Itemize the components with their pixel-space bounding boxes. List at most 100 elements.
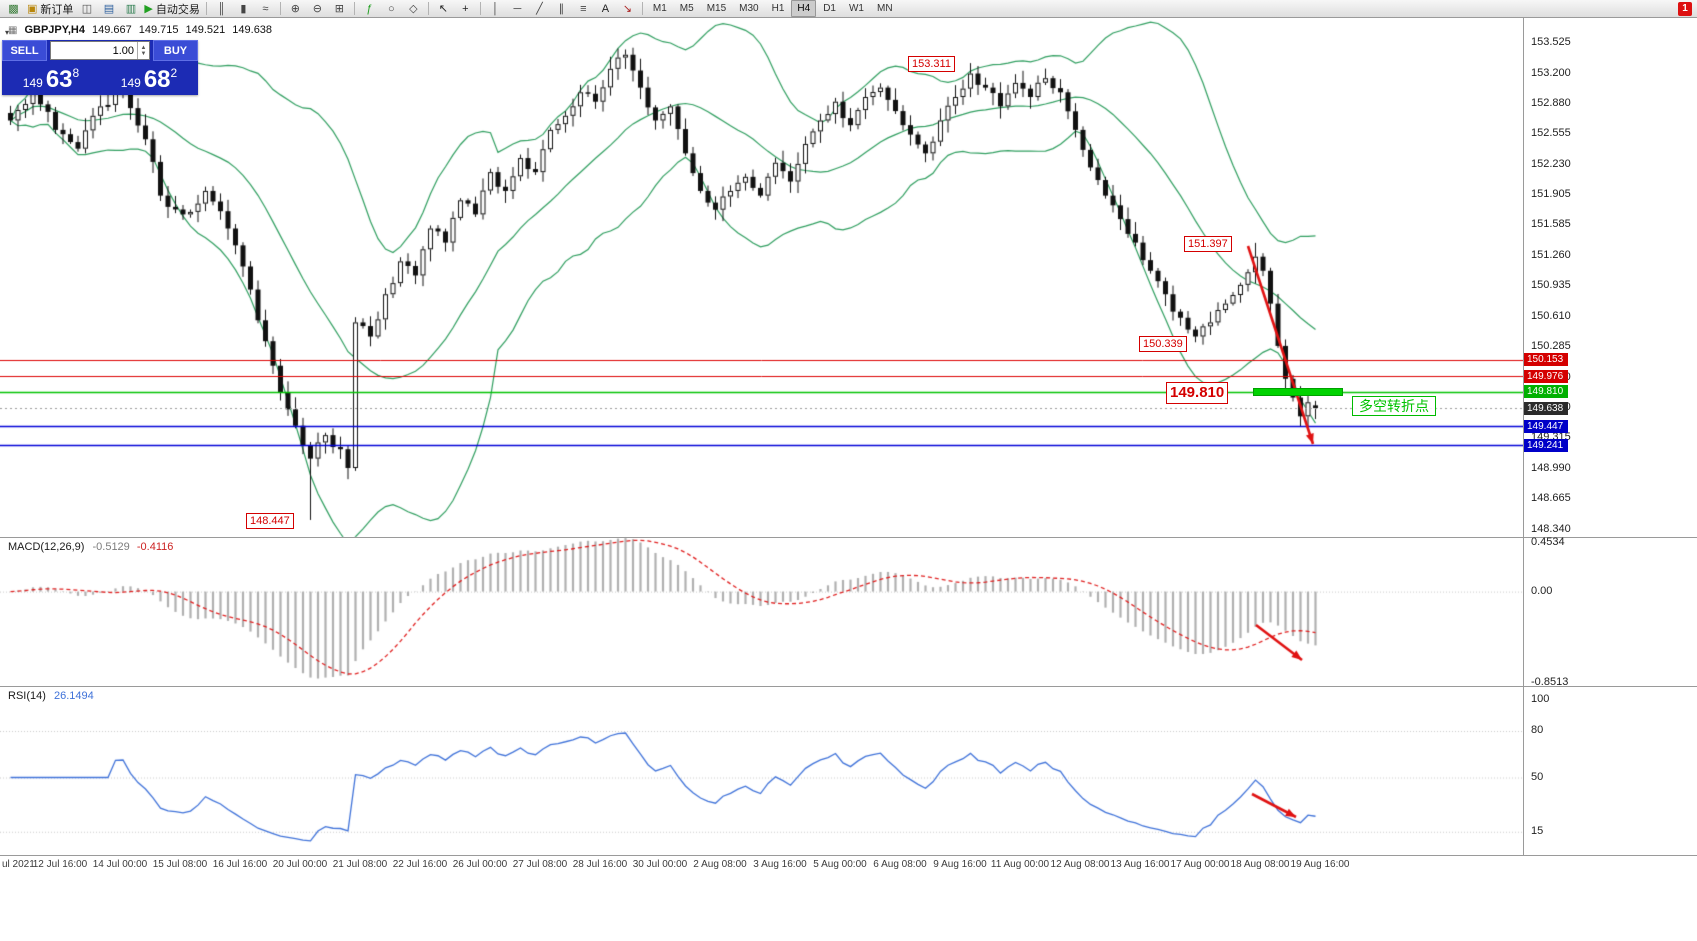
crosshair-icon[interactable]: + bbox=[455, 1, 476, 17]
new-order-button-label: 新订单 bbox=[40, 3, 74, 16]
rsi-panel-separator[interactable] bbox=[0, 686, 1697, 687]
bars-chart-icon: ║ bbox=[217, 2, 226, 15]
templates-icon[interactable]: ◇ bbox=[403, 1, 424, 17]
toolbar-separator bbox=[205, 2, 207, 15]
macd-panel-separator[interactable] bbox=[0, 537, 1697, 538]
autotrade-button-label: 自动交易 bbox=[155, 3, 200, 16]
zoom-in-icon: ⊕ bbox=[290, 2, 300, 15]
market-watch-icon[interactable]: ▤ bbox=[98, 1, 119, 17]
hline-icon[interactable]: ─ bbox=[507, 1, 528, 17]
cursor-icon[interactable]: ↖ bbox=[433, 1, 454, 17]
rsi-axis-label: 50 bbox=[1531, 770, 1544, 783]
new-order-button[interactable]: ▣ 新订单 bbox=[25, 1, 75, 17]
price-flag[interactable]: 151.397 bbox=[1184, 236, 1232, 252]
price-axis-label: 150.285 bbox=[1531, 340, 1571, 353]
price-tag: 150.153 bbox=[1524, 353, 1568, 367]
timeframe-m30[interactable]: M30 bbox=[739, 3, 759, 14]
line-chart-icon: ≈ bbox=[262, 2, 269, 15]
time-axis-label: 5 Aug 00:00 bbox=[813, 859, 867, 870]
timeframe-m15[interactable]: M15 bbox=[706, 3, 727, 14]
hline-icon: ─ bbox=[513, 2, 522, 15]
chart-area: ▦ GBPJPY,H4 149.667 149.715 149.521 149.… bbox=[0, 18, 1697, 875]
time-axis-label: 15 Jul 08:00 bbox=[152, 859, 208, 870]
lot-increase-icon[interactable]: ▲ bbox=[140, 44, 147, 51]
bid-point: 8 bbox=[72, 66, 80, 80]
rsi-axis-label: 80 bbox=[1531, 724, 1544, 736]
price-flag[interactable]: 153.311 bbox=[908, 56, 955, 72]
bid-main: 149 bbox=[22, 76, 43, 90]
text-icon: A bbox=[601, 2, 610, 15]
timeframe-h4[interactable]: H4 bbox=[791, 0, 817, 17]
ask-price-display[interactable]: 149 68 2 bbox=[100, 61, 198, 95]
one-click-trading-panel: SELL 1.00 ▲ ▼ BUY 149 63 8 149 bbox=[2, 40, 198, 95]
zoom-out-icon[interactable]: ⊖ bbox=[307, 1, 328, 17]
price-flag[interactable]: 148.447 bbox=[246, 513, 294, 529]
lot-decrease-icon[interactable]: ▼ bbox=[140, 50, 147, 57]
crosshair-icon: + bbox=[462, 2, 469, 15]
trade-panel-toggle-icon[interactable]: ▾ bbox=[5, 28, 10, 37]
rsi-indicator-label: RSI(14) 26.1494 bbox=[8, 690, 94, 702]
time-axis-label: 11 Aug 00:00 bbox=[990, 859, 1050, 870]
time-axis-label: 12 Aug 08:00 bbox=[1050, 859, 1110, 870]
macd-value: -0.5129 bbox=[92, 541, 130, 553]
candlestick-chart-icon[interactable]: ▮ bbox=[233, 1, 254, 17]
turning-point-label[interactable]: 多空转折点 bbox=[1352, 396, 1436, 416]
ask-point: 2 bbox=[170, 66, 178, 80]
charts-tile-icon: ◫ bbox=[81, 2, 93, 15]
lot-size-spinner[interactable]: ▲ ▼ bbox=[137, 42, 149, 59]
lot-size-field[interactable]: 1.00 ▲ ▼ bbox=[50, 41, 150, 60]
bars-chart-icon[interactable]: ║ bbox=[211, 1, 232, 17]
turning-point-highlight[interactable] bbox=[1253, 388, 1343, 396]
fibonacci-icon[interactable]: ≡ bbox=[573, 1, 594, 17]
indicators-icon[interactable]: ƒ bbox=[359, 1, 380, 17]
timeframe-m5[interactable]: M5 bbox=[679, 3, 694, 14]
buy-button[interactable]: BUY bbox=[153, 40, 198, 61]
price-axis-label: 148.665 bbox=[1531, 492, 1571, 505]
timeframe-m1[interactable]: M1 bbox=[652, 3, 667, 14]
arrows-icon[interactable]: ↘ bbox=[617, 1, 638, 17]
price-axis-label: 151.585 bbox=[1531, 218, 1571, 231]
vline-icon[interactable]: │ bbox=[485, 1, 506, 17]
price-axis-label: 152.880 bbox=[1531, 96, 1571, 109]
app-chart-icon[interactable]: ▩ bbox=[3, 1, 24, 17]
timeframe-w1[interactable]: W1 bbox=[848, 3, 864, 14]
autotrade-button[interactable]: ▶ 自动交易 bbox=[142, 1, 201, 17]
rsi-axis-label: 15 bbox=[1531, 824, 1544, 837]
alerts-badge[interactable]: 1 bbox=[1678, 1, 1692, 16]
time-axis-label: 19 Aug 16:00 bbox=[1290, 859, 1350, 870]
tile-windows-icon[interactable]: ⊞ bbox=[329, 1, 350, 17]
channel-icon: ∥ bbox=[558, 2, 565, 15]
timeframe-d1[interactable]: D1 bbox=[823, 3, 836, 14]
price-chart-canvas[interactable] bbox=[0, 18, 1523, 875]
channel-icon[interactable]: ∥ bbox=[551, 1, 572, 17]
text-icon[interactable]: A bbox=[595, 1, 616, 17]
price-flag[interactable]: 149.810 bbox=[1166, 382, 1229, 404]
ask-pips: 68 bbox=[143, 66, 171, 93]
indicators-icon: ƒ bbox=[366, 2, 373, 15]
time-axis-label: 9 Aug 16:00 bbox=[933, 859, 987, 870]
bid-pips: 63 bbox=[45, 66, 73, 93]
time-axis-label: 20 Jul 00:00 bbox=[272, 859, 328, 870]
price-axis-label: 151.260 bbox=[1531, 248, 1571, 261]
candlestick-chart-icon: ▮ bbox=[240, 2, 247, 15]
periods-icon[interactable]: ○ bbox=[381, 1, 402, 17]
rsi-axis-label: 100 bbox=[1531, 693, 1550, 705]
macd-signal-value: -0.4116 bbox=[136, 541, 174, 553]
trendline-icon[interactable]: ╱ bbox=[529, 1, 550, 17]
price-tag: 149.241 bbox=[1524, 438, 1568, 452]
timeframe-mn[interactable]: MN bbox=[876, 3, 893, 14]
lot-size-value[interactable]: 1.00 bbox=[112, 45, 134, 57]
zoom-in-icon[interactable]: ⊕ bbox=[285, 1, 306, 17]
navigator-icon[interactable]: ▥ bbox=[120, 1, 141, 17]
time-axis-label: ul 2021 bbox=[2, 859, 35, 870]
chart-symbol-icon: ▦ bbox=[8, 24, 18, 36]
time-axis-label: 26 Jul 00:00 bbox=[452, 859, 508, 870]
toolbar-separator bbox=[279, 2, 281, 15]
charts-tile-icon[interactable]: ◫ bbox=[76, 1, 97, 17]
bid-price-display[interactable]: 149 63 8 bbox=[2, 61, 100, 95]
timeframe-h1[interactable]: H1 bbox=[771, 3, 785, 14]
price-flag[interactable]: 150.339 bbox=[1139, 336, 1187, 352]
sell-button[interactable]: SELL bbox=[2, 40, 47, 61]
line-chart-icon[interactable]: ≈ bbox=[255, 1, 276, 17]
price-axis-label: 150.610 bbox=[1531, 309, 1571, 322]
